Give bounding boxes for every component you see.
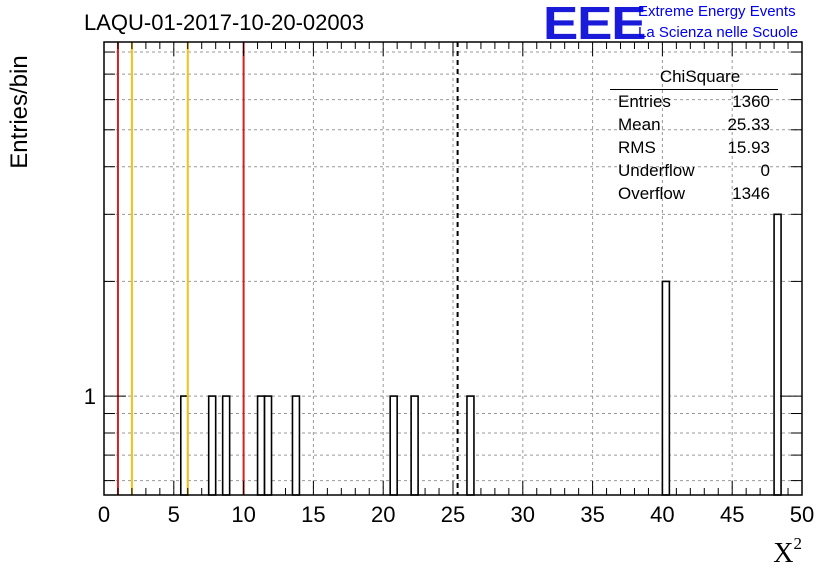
x-tick-label: 35 [580, 502, 604, 527]
histogram-bin [291, 395, 301, 496]
histogram-bin [263, 395, 273, 496]
histogram-bin [207, 395, 217, 496]
eee-logo: EEE [543, 0, 647, 49]
stats-label: Overflow [618, 184, 686, 203]
stats-value: 0 [760, 161, 770, 180]
stats-row-mean: Mean 25.33 [610, 115, 778, 138]
histogram-bin [389, 395, 398, 496]
x-tick-label: 15 [301, 502, 325, 527]
x-axis-label-superscript: 2 [793, 534, 803, 553]
stats-row-entries: Entries 1360 [610, 92, 778, 115]
stats-row-underflow: Underflow 0 [610, 161, 778, 184]
histogram-bin [773, 213, 782, 496]
stats-label: Underflow [618, 161, 695, 180]
stats-title: ChiSquare [610, 67, 778, 90]
reference-lines [116, 42, 459, 495]
histogram-bin [661, 280, 671, 496]
stats-value: 25.33 [727, 115, 770, 134]
histogram-bin [179, 395, 189, 496]
x-tick-label: 45 [720, 502, 744, 527]
x-tick-label: 50 [790, 502, 814, 527]
chart-title: LAQU-01-2017-10-20-02003 [84, 10, 365, 35]
histogram-bins [179, 213, 782, 496]
logo-caption-line2: La Scienza nelle Scuole [638, 24, 799, 41]
stats-value: 1346 [732, 184, 770, 203]
x-tick-label: 0 [98, 502, 110, 527]
x-tick-label: 20 [371, 502, 395, 527]
stats-box: ChiSquare Entries 1360 Mean 25.33 RMS 15… [610, 67, 778, 207]
histogram-bin [410, 395, 419, 496]
y-axis-label: Entries/bin [6, 55, 33, 169]
stats-label: Entries [618, 92, 671, 111]
stats-value: 15.93 [727, 138, 770, 157]
stats-row-rms: RMS 15.93 [610, 138, 778, 161]
x-tick-label: 40 [650, 502, 674, 527]
x-axis-label-base: X [773, 538, 794, 569]
x-tick-label: 25 [441, 502, 465, 527]
histogram-bin [466, 395, 475, 496]
stats-label: RMS [618, 138, 656, 157]
histogram-bin [221, 395, 231, 496]
stats-label: Mean [618, 115, 661, 134]
stats-row-overflow: Overflow 1346 [610, 184, 778, 207]
x-tick-labels: 0 5 10 15 20 25 30 35 40 45 50 1 [84, 384, 814, 527]
x-axis-label: X2 [773, 534, 802, 570]
x-tick-label: 10 [231, 502, 255, 527]
x-tick-label: 30 [511, 502, 535, 527]
y-tick-label: 1 [84, 384, 96, 409]
stats-value: 1360 [732, 92, 770, 111]
axis-ticks [103, 42, 803, 495]
x-tick-label: 5 [168, 502, 180, 527]
histogram-bin [256, 395, 266, 496]
grid [104, 42, 802, 495]
logo-caption-line1: Extreme Energy Events [638, 3, 796, 20]
